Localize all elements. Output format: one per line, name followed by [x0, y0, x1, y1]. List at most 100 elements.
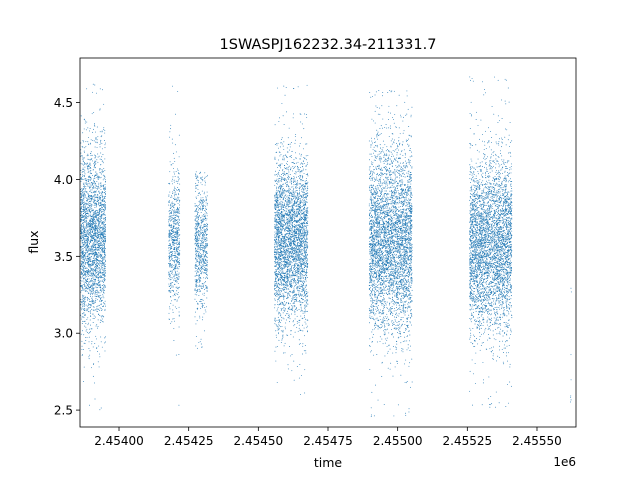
data-point-2398 [84, 242, 86, 243]
data-point-452 [95, 210, 96, 212]
data-point-1860 [90, 259, 92, 261]
data-point-1844 [104, 194, 106, 196]
data-point-3100 [173, 212, 174, 214]
data-point-1256 [82, 211, 84, 212]
data-point-1885 [98, 237, 100, 239]
data-point-4413 [275, 242, 277, 244]
data-point-2417 [92, 226, 93, 227]
data-point-2010 [97, 274, 99, 276]
data-point-2442 [95, 225, 97, 227]
data-point-3298 [168, 262, 170, 264]
data-point-2996 [173, 228, 175, 230]
data-point-2335 [82, 245, 84, 247]
data-point-608 [80, 205, 82, 207]
data-point-427 [102, 259, 104, 261]
data-point-600 [83, 266, 85, 268]
data-point-2664 [171, 178, 173, 180]
data-point-4364 [292, 207, 294, 209]
data-point-59 [101, 148, 103, 150]
data-point-26 [93, 214, 95, 216]
data-point-223 [87, 153, 89, 155]
data-point-3919 [202, 209, 203, 211]
data-point-997 [86, 121, 88, 123]
data-point-3414 [204, 210, 206, 212]
data-point-2061 [91, 291, 93, 293]
data-point-287 [104, 241, 106, 243]
data-point-284 [85, 216, 87, 218]
data-point-4023 [195, 236, 196, 238]
data-point-3281 [176, 238, 178, 240]
data-point-1037 [82, 246, 83, 247]
data-point-2275 [81, 234, 83, 236]
data-point-2466 [99, 192, 101, 193]
data-point-1492 [86, 336, 88, 338]
data-point-3684 [197, 285, 199, 287]
data-point-3373 [200, 269, 202, 270]
data-point-2501 [89, 311, 91, 313]
data-point-3206 [178, 262, 180, 263]
data-point-1754 [84, 226, 86, 228]
data-point-987 [104, 189, 106, 191]
data-point-4029 [206, 263, 208, 265]
data-point-3140 [170, 235, 171, 237]
data-point-2590 [89, 289, 91, 291]
data-point-627 [81, 229, 83, 231]
data-point-2018 [83, 168, 85, 170]
data-point-658 [91, 225, 92, 227]
data-point-4233 [281, 163, 283, 165]
data-point-2277 [89, 184, 91, 186]
data-point-2956 [170, 243, 172, 245]
data-point-753 [84, 147, 86, 149]
data-point-2337 [94, 123, 95, 125]
data-point-2093 [103, 303, 105, 305]
data-point-2618 [174, 234, 176, 235]
data-point-2306 [94, 157, 96, 159]
data-point-3767 [202, 299, 204, 301]
data-point-107 [87, 192, 89, 194]
data-point-2286 [100, 298, 101, 300]
data-point-1104 [91, 341, 93, 342]
data-point-2060 [99, 353, 100, 355]
data-point-1564 [84, 164, 86, 165]
data-point-1611 [96, 202, 97, 204]
data-point-3246 [173, 227, 175, 229]
data-point-970 [96, 217, 98, 219]
data-point-1652 [82, 224, 84, 226]
data-point-3965 [204, 216, 206, 218]
data-point-3909 [199, 281, 200, 283]
data-point-4398 [298, 276, 299, 278]
data-point-4861 [289, 275, 290, 276]
data-point-2030 [99, 314, 101, 316]
data-point-1764 [101, 254, 103, 256]
data-point-4033 [199, 262, 201, 264]
data-point-4184 [297, 195, 299, 197]
data-point-1702 [102, 257, 104, 259]
data-point-1095 [80, 277, 82, 279]
data-point-1855 [103, 287, 105, 289]
data-point-670 [103, 244, 105, 246]
data-point-2377 [94, 216, 96, 218]
data-point-2797 [170, 278, 172, 280]
data-point-3020 [169, 248, 171, 250]
data-point-2566 [101, 222, 103, 224]
data-point-3276 [174, 161, 176, 162]
data-point-3920 [205, 256, 207, 258]
data-point-2405 [88, 234, 90, 236]
data-point-3842 [203, 205, 205, 206]
data-point-3260 [171, 258, 173, 260]
data-point-1410 [98, 217, 100, 219]
data-point-3859 [195, 247, 197, 249]
data-point-893 [88, 298, 90, 300]
data-point-582 [98, 276, 100, 278]
data-point-3602 [194, 279, 196, 281]
data-point-3816 [196, 232, 198, 234]
data-point-1797 [81, 238, 83, 240]
data-point-1052 [80, 266, 82, 268]
data-point-1879 [85, 188, 87, 189]
data-point-3796 [200, 265, 202, 267]
data-point-1307 [84, 173, 86, 175]
data-point-2469 [96, 235, 98, 237]
data-point-1261 [103, 186, 105, 188]
data-point-1933 [92, 263, 94, 265]
data-point-1678 [96, 287, 98, 289]
